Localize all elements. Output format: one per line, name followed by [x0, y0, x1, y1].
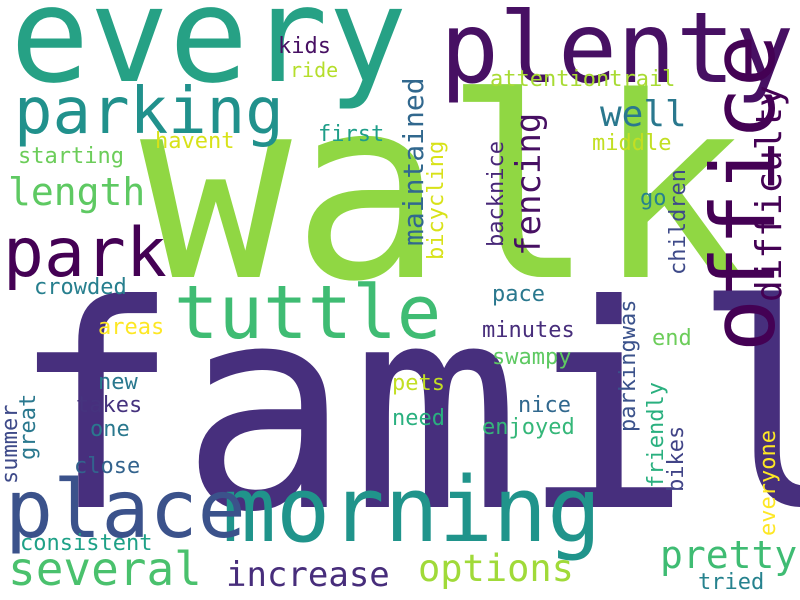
word-great: great [16, 393, 41, 460]
word-length: length [8, 170, 146, 214]
word-well: well [600, 94, 687, 135]
word-havent: havent [155, 129, 235, 154]
word-takes: takes [76, 393, 143, 418]
word-starting: starting [18, 144, 124, 169]
word-park: park [3, 214, 167, 293]
word-crowded: crowded [34, 275, 127, 300]
word-backnice: backnice [484, 141, 509, 247]
word-end: end [652, 326, 692, 351]
word-attentiontrail: attentiontrail [490, 67, 676, 92]
word-enjoyed: enjoyed [482, 415, 575, 440]
word-family: family [10, 244, 800, 574]
word-pets: pets [392, 371, 445, 396]
word-difficulty: difficulty [749, 85, 790, 302]
word-bicycling: bicycling [424, 140, 449, 260]
word-parkingwas: parkingwas [616, 299, 641, 432]
word-children: children [666, 169, 691, 275]
word-close: close [74, 454, 141, 479]
word-pretty: pretty [660, 533, 798, 577]
word-nice: nice [518, 393, 571, 418]
word-consistent: consistent [20, 531, 153, 556]
word-increase: increase [226, 555, 390, 595]
word-ride: ride [290, 58, 339, 82]
word-swampy: swampy [492, 345, 572, 370]
word-plenty: plenty [440, 0, 795, 106]
word-morning: morning [222, 458, 602, 563]
word-new: new [98, 370, 138, 395]
word-options: options [418, 547, 574, 590]
word-every: every [10, 0, 408, 113]
word-bikes: bikes [664, 425, 689, 492]
word-go: go [640, 186, 667, 211]
word-everyone: everyone [756, 430, 781, 536]
word-areas: areas [98, 315, 165, 340]
word-pace: pace [492, 282, 545, 307]
word-minutes: minutes [482, 318, 575, 343]
word-several: several [8, 542, 202, 596]
word-tried: tried [698, 570, 765, 595]
word-fencing: fencing [509, 112, 549, 256]
word-first: first [318, 122, 385, 147]
word-kids: kids [278, 34, 331, 59]
word-one: one [90, 417, 130, 442]
word-tuttle: tuttle [174, 270, 442, 356]
word-need: need [392, 406, 445, 431]
word-walk: walk [140, 44, 747, 337]
word-parking: parking [14, 75, 284, 149]
word-middle: middle [592, 131, 672, 156]
word-place: place [5, 463, 246, 556]
